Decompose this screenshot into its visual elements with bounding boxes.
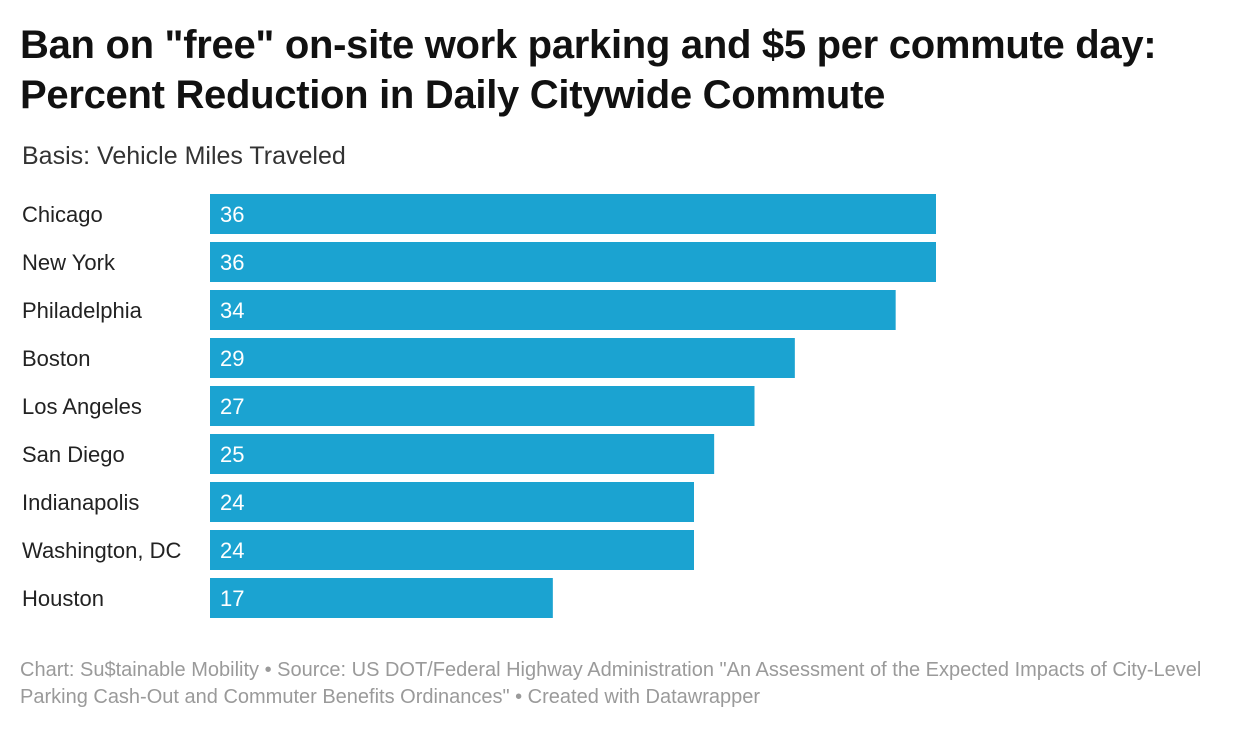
bar-value-label: 29 <box>220 346 244 371</box>
bar-value-label: 34 <box>220 298 244 323</box>
chart-title: Ban on "free" on-site work parking and $… <box>20 20 1230 120</box>
bar <box>210 242 936 282</box>
bar <box>210 194 936 234</box>
bar <box>210 482 694 522</box>
chart-title-line-2: Percent Reduction in Daily Citywide Comm… <box>20 73 886 117</box>
category-label: Washington, DC <box>22 538 181 563</box>
bar-value-label: 36 <box>220 250 244 275</box>
bar-value-label: 25 <box>220 442 244 467</box>
created-with-link[interactable]: Created with Datawrapper <box>527 686 761 708</box>
bar-value-label: 17 <box>220 586 244 611</box>
bar-row: Indianapolis 24 <box>22 482 694 522</box>
bar-value-label: 24 <box>220 490 244 515</box>
bar-row: Boston 29 <box>22 338 795 378</box>
bar-row: Houston 17 <box>22 578 553 618</box>
source-note: Source: US DOT/Federal Highway Administr… <box>20 659 1202 708</box>
bar-value-label: 27 <box>220 394 244 419</box>
category-label: New York <box>22 250 116 275</box>
bar <box>210 338 795 378</box>
bar-value-label: 36 <box>220 202 244 227</box>
category-label: Indianapolis <box>22 490 139 515</box>
bar-row: Los Angeles 27 <box>22 386 755 426</box>
category-label: Philadelphia <box>22 298 143 323</box>
category-label: Houston <box>22 586 104 611</box>
category-label: San Diego <box>22 442 125 467</box>
footer-separator: • <box>509 686 528 708</box>
bar-row: Washington, DC 24 <box>22 530 694 570</box>
chart-title-line-1: Ban on "free" on-site work parking and $… <box>20 23 1157 67</box>
bar <box>210 434 715 474</box>
category-label: Chicago <box>22 202 103 227</box>
bar <box>210 290 896 330</box>
chart-credit: Chart: Su$tainable Mobility <box>20 659 260 681</box>
bar-row: San Diego 25 <box>22 434 715 474</box>
category-label: Boston <box>22 346 91 371</box>
chart-footer: Chart: Su$tainable Mobility • Source: US… <box>20 657 1220 711</box>
bar-row: Chicago 36 <box>22 194 936 234</box>
bar-chart: Chicago 36 New York 36 Philadelphia 34 Boston 2… <box>22 194 936 618</box>
bar-row: Philadelphia 34 <box>22 290 896 330</box>
bar-value-label: 24 <box>220 538 244 563</box>
bar <box>210 530 694 570</box>
bar-row: New York 36 <box>22 242 936 282</box>
category-label: Los Angeles <box>22 394 142 419</box>
footer-separator: • <box>259 659 278 681</box>
bar <box>210 578 553 618</box>
chart-subtitle: Basis: Vehicle Miles Traveled <box>22 142 346 170</box>
bar <box>210 386 755 426</box>
